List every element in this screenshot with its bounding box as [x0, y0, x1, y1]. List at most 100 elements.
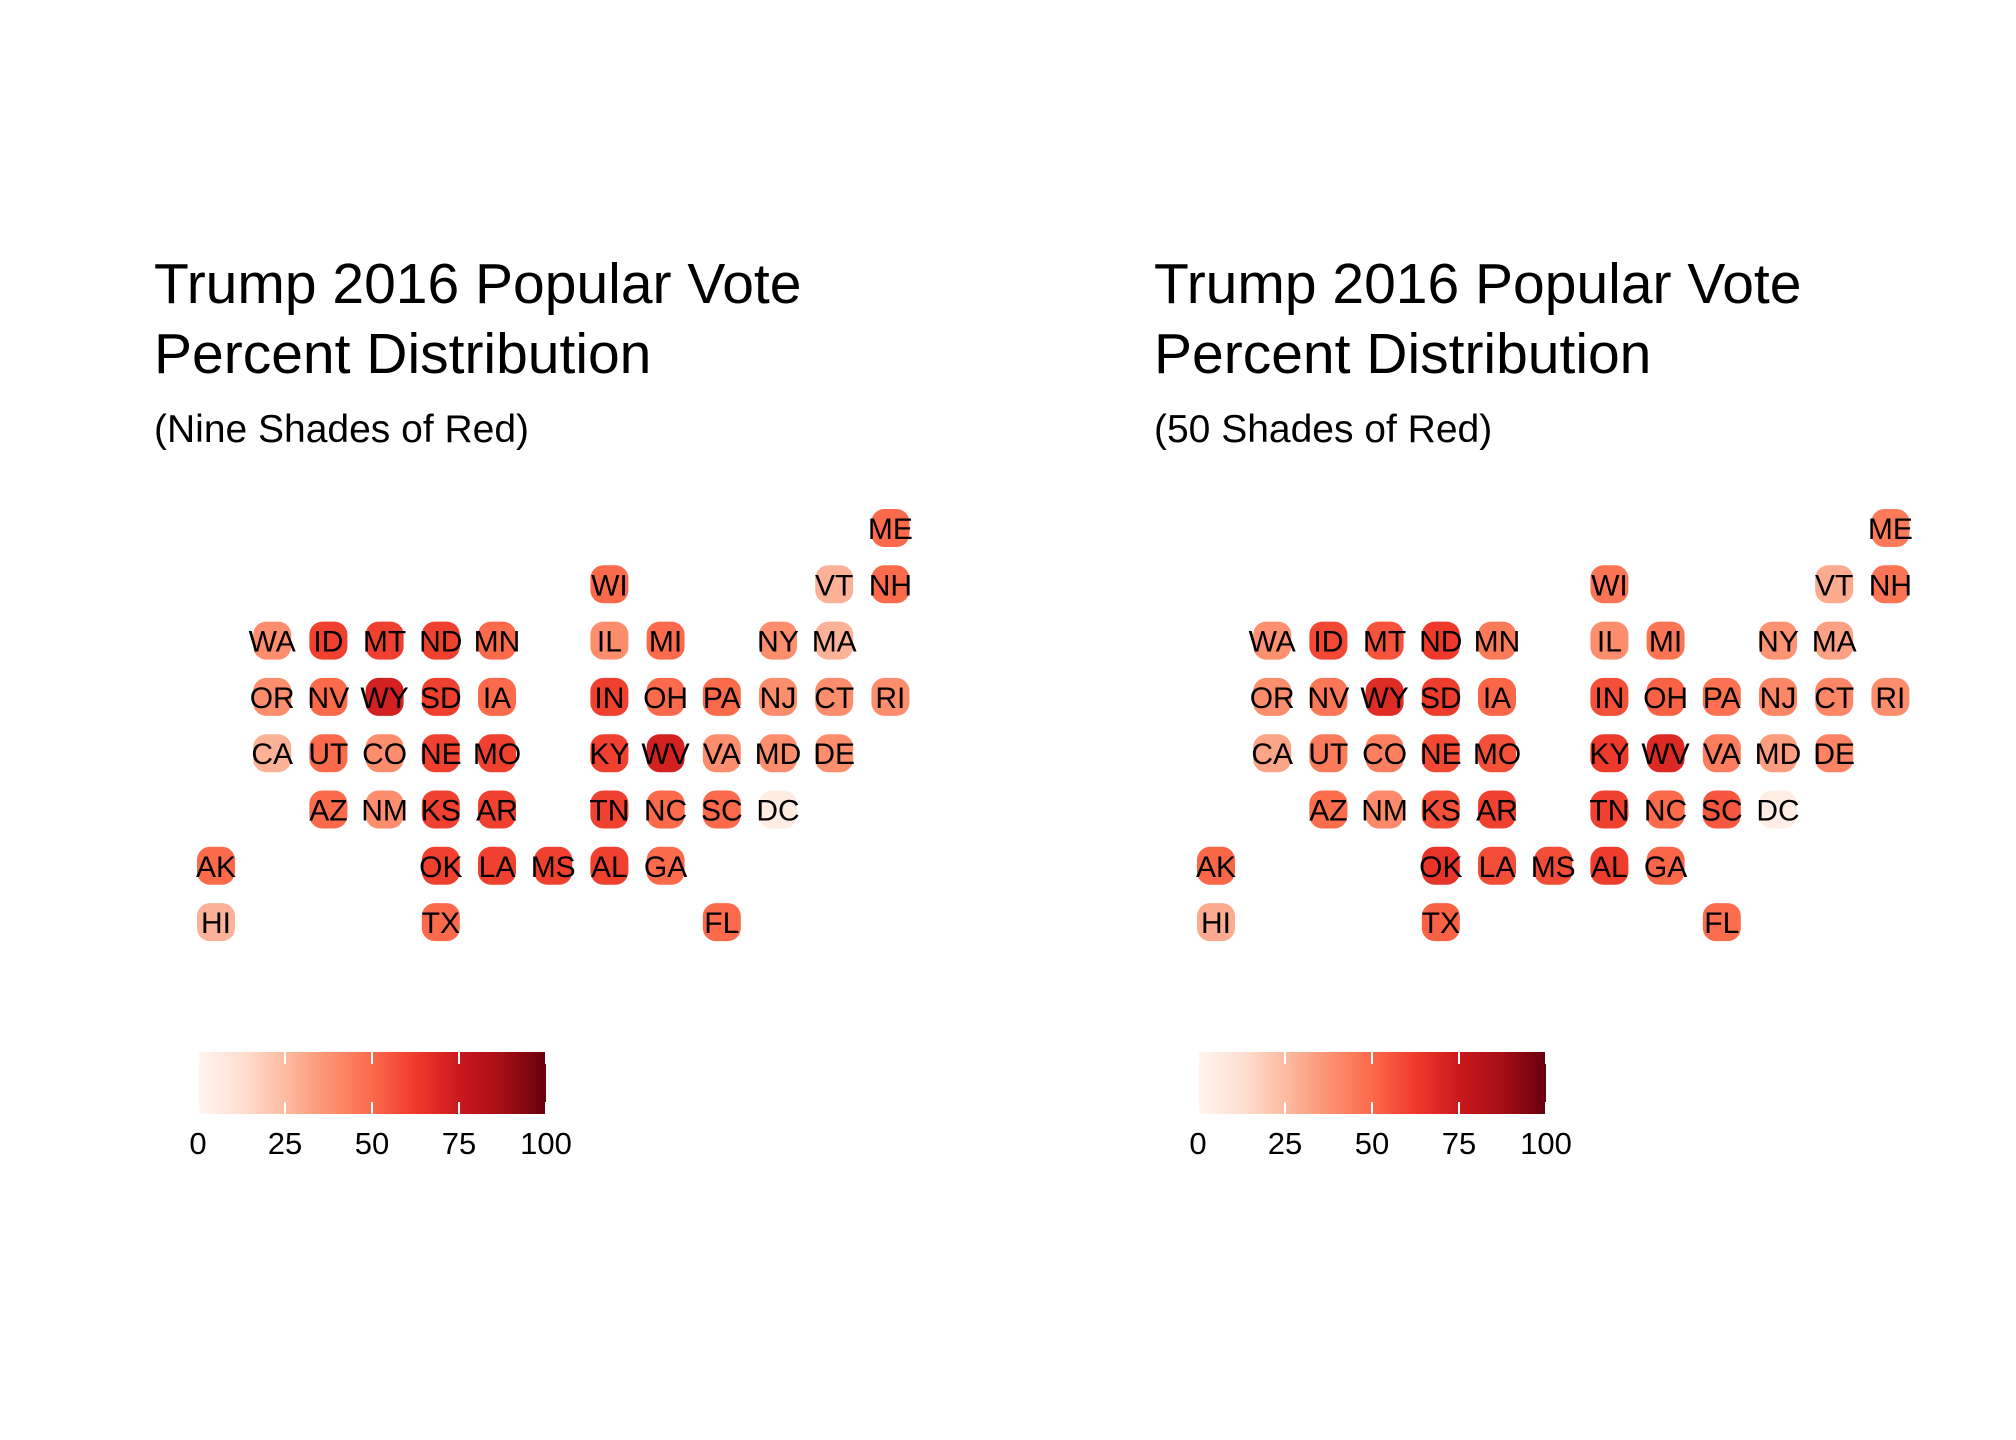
state-tile-vt: VT [1815, 565, 1854, 604]
state-tile-ak: AK [1196, 846, 1236, 885]
state-tile-ar: AR [476, 790, 518, 829]
state-tile-ct: CT [814, 677, 854, 716]
state-tile-al: AL [1590, 846, 1629, 885]
state-tile-shape [1365, 734, 1404, 773]
state-label: ND [1419, 626, 1462, 659]
state-tile-shape [815, 565, 854, 604]
chart-title-line-1: Trump 2016 Popular Vote [1154, 252, 1802, 316]
state-label: IA [1483, 682, 1511, 715]
state-tile-shape [1309, 621, 1348, 660]
state-tile-ms: MS [1531, 846, 1576, 885]
state-tile-ny: NY [757, 621, 799, 660]
state-label: OH [1643, 682, 1688, 715]
state-label: CO [1362, 738, 1407, 771]
state-tile-shape [421, 790, 460, 829]
state-label: WA [1249, 626, 1296, 659]
state-label: OR [1250, 682, 1295, 715]
state-tile-shape [1309, 734, 1348, 773]
state-tile-nh: NH [1869, 565, 1912, 604]
state-tile-sd: SD [420, 677, 462, 716]
state-tile-ca: CA [1251, 734, 1293, 773]
state-tile-shape [1590, 621, 1629, 660]
state-label: ID [1313, 626, 1343, 659]
state-tile-nj: NJ [759, 677, 797, 716]
state-tile-co: CO [362, 734, 407, 773]
state-tile-shape [871, 565, 910, 604]
state-tile-shape [1590, 846, 1629, 885]
state-tile-shape [646, 790, 685, 829]
state-tile-az: AZ [309, 790, 348, 829]
state-tile-ky: KY [589, 734, 629, 773]
state-label: CA [1251, 738, 1293, 771]
state-tile-az: AZ [1309, 790, 1348, 829]
state-tile-shape [1478, 677, 1516, 716]
state-label: AL [591, 851, 628, 884]
state-tile-shape [702, 903, 741, 942]
state-label: PA [1703, 682, 1741, 715]
state-label: FL [704, 907, 739, 940]
state-tile-shape [590, 790, 629, 829]
state-tile-shape [590, 734, 629, 773]
state-tile-shape [1534, 846, 1573, 885]
state-tile-shape [1815, 677, 1854, 716]
state-label: HI [1201, 907, 1231, 940]
state-label: NC [644, 795, 687, 828]
state-tile-shape [1871, 565, 1910, 604]
state-tile-sd: SD [1420, 677, 1462, 716]
state-label: NJ [1760, 682, 1797, 715]
state-tile-shape [1365, 621, 1404, 660]
state-tile-shape [1702, 903, 1741, 942]
state-tile-shape [478, 677, 516, 716]
state-tile-wa: WA [249, 621, 296, 660]
state-tile-shape [1421, 790, 1460, 829]
state-tile-shape [1815, 565, 1854, 604]
state-tile-de: DE [1813, 734, 1855, 773]
state-tile-shape [1646, 621, 1685, 660]
state-tile-shape [1253, 734, 1292, 773]
state-tile-mt: MT [363, 621, 406, 660]
state-tile-in: IN [590, 677, 629, 716]
state-label: KS [421, 795, 461, 828]
state-tile-nd: ND [1419, 621, 1462, 660]
state-tile-ct: CT [1814, 677, 1854, 716]
state-tile-wi: WI [1590, 565, 1629, 604]
state-tile-shape [1590, 677, 1629, 716]
state-label: IN [594, 682, 624, 715]
state-tile-shape [1702, 734, 1741, 773]
state-tile-ak: AK [196, 846, 236, 885]
state-label: IA [483, 682, 511, 715]
state-tile-shape [702, 677, 741, 716]
state-tile-shape [871, 677, 910, 716]
state-tile-id: ID [1309, 621, 1348, 660]
state-label: GA [1644, 851, 1687, 884]
state-tile-shape [1309, 790, 1348, 829]
state-tile-shape [1871, 677, 1910, 716]
state-tile-me: ME [868, 509, 913, 547]
state-tile-shape [590, 846, 629, 885]
state-tile-fl: FL [1702, 903, 1741, 942]
state-tile-va: VA [1702, 734, 1741, 773]
state-label: CO [362, 738, 407, 771]
state-tile-ga: GA [644, 846, 687, 885]
chart-panel-nine-shades: Trump 2016 Popular Vote Percent Distribu… [0, 0, 1000, 1440]
state-tile-shape [759, 734, 797, 773]
state-tile-ne: NE [420, 734, 462, 773]
state-label: MO [473, 738, 521, 771]
state-label: FL [1704, 907, 1739, 940]
state-tile-shape [646, 677, 685, 716]
state-label: MD [755, 738, 802, 771]
state-tile-shape [1759, 621, 1797, 660]
state-tile-wa: WA [1249, 621, 1296, 660]
state-tile-shape [1646, 734, 1685, 773]
state-tile-shape [1815, 621, 1854, 660]
state-tile-shape [1421, 903, 1460, 942]
state-tile-nv: NV [308, 677, 349, 716]
state-label: VT [815, 569, 853, 602]
state-tile-al: AL [590, 846, 629, 885]
state-tile-shape [253, 677, 292, 716]
state-tile-ri: RI [1871, 677, 1910, 716]
state-tile-shape [702, 790, 741, 829]
state-label: MO [1473, 738, 1521, 771]
state-label: KS [1421, 795, 1461, 828]
state-tile-dc: DC [756, 790, 800, 829]
